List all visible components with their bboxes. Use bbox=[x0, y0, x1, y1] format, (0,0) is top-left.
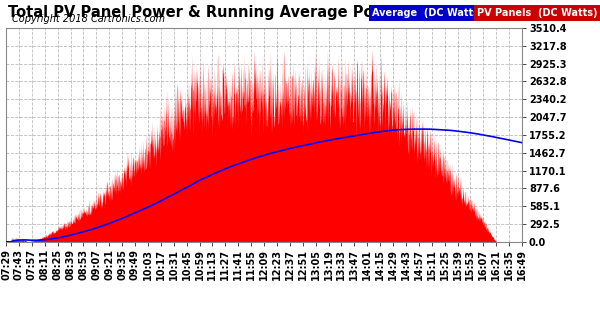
Text: Average  (DC Watts): Average (DC Watts) bbox=[372, 8, 484, 18]
Text: Copyright 2018 Cartronics.com: Copyright 2018 Cartronics.com bbox=[12, 14, 165, 24]
Text: Total PV Panel Power & Running Average Power Fri Jan 12  16:51: Total PV Panel Power & Running Average P… bbox=[8, 5, 544, 20]
Text: PV Panels  (DC Watts): PV Panels (DC Watts) bbox=[477, 8, 598, 18]
